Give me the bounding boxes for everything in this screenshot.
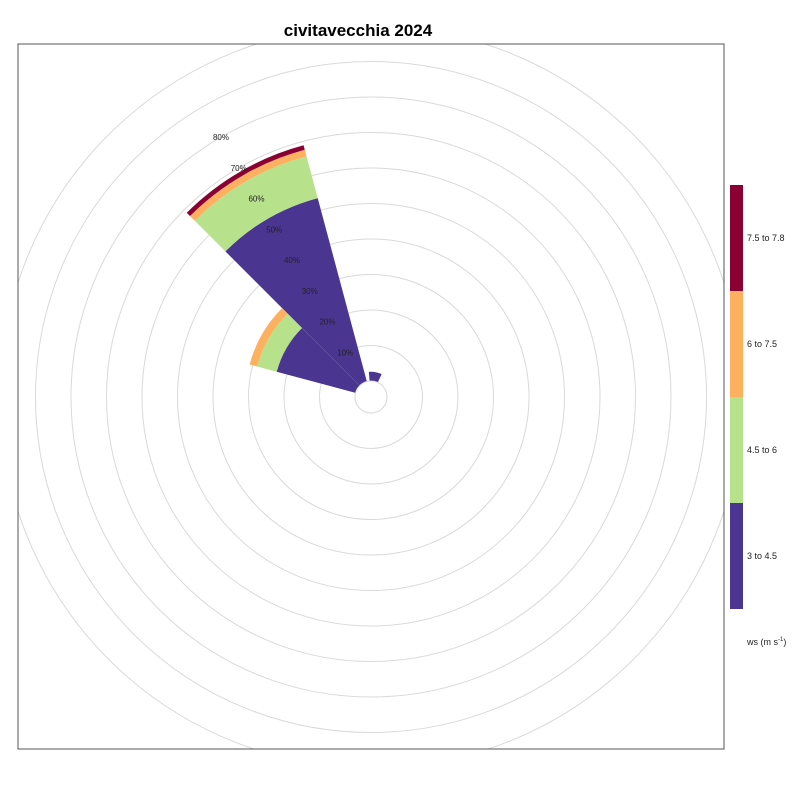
legend-swatch <box>730 185 743 291</box>
legend-swatch <box>730 503 743 609</box>
chart-title: civitavecchia 2024 <box>284 21 433 40</box>
plot-area: 10% 20% 30% 40% 50% 60% 70% 80% <box>17 43 725 750</box>
legend-swatch <box>730 291 743 397</box>
ring-label: 30% <box>302 287 318 296</box>
ring-label: 70% <box>231 164 247 173</box>
grid-ring <box>319 345 423 449</box>
legend-swatch <box>730 397 743 503</box>
legend-title: ws (m s-1) <box>746 637 786 647</box>
wind-bar-segment <box>257 313 302 372</box>
grid-ring <box>35 61 707 733</box>
ring-label: 10% <box>337 348 353 357</box>
legend-label: 7.5 to 7.8 <box>747 233 785 243</box>
grid-ring <box>70 96 672 698</box>
plot-frame <box>17 43 725 750</box>
wind-bar-segment <box>189 149 307 221</box>
grid-ring <box>283 309 459 485</box>
grid-ring <box>212 238 530 556</box>
wind-bar-segment <box>249 308 288 367</box>
bars-layer <box>186 145 388 414</box>
legend-label: 3 to 4.5 <box>747 551 777 561</box>
ring-label: 80% <box>213 133 229 142</box>
wind-bar-segment <box>225 198 371 397</box>
legend-label: 4.5 to 6 <box>747 445 777 455</box>
legend-label: 6 to 7.5 <box>747 339 777 349</box>
grid-ring <box>177 203 565 591</box>
grid-ring <box>248 274 494 520</box>
ring-label: 60% <box>248 195 264 204</box>
ring-labels: 10% 20% 30% 40% 50% 60% 70% 80% <box>213 133 353 357</box>
wind-bar-segment <box>186 145 305 216</box>
legend: 7.5 to 7.8 6 to 7.5 4.5 to 6 3 to 4.5 ws (m … <box>730 185 786 647</box>
center-hole <box>354 380 388 414</box>
wind-bar-segment <box>276 327 371 397</box>
grid-layer <box>18 44 724 749</box>
wind-bar-segment <box>194 156 318 252</box>
ring-label: 20% <box>319 318 335 327</box>
grid-ring <box>141 167 601 627</box>
ring-label: 50% <box>266 225 282 234</box>
grid-ring <box>106 132 636 662</box>
ring-label: 40% <box>284 256 300 265</box>
